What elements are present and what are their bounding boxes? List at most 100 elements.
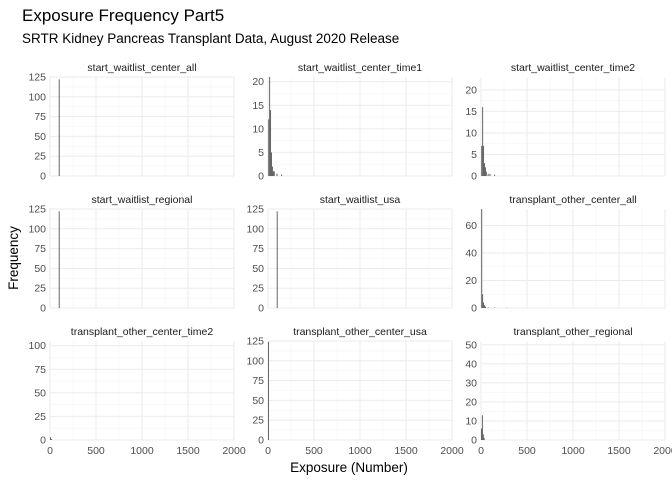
x-tick-label: 2000 bbox=[440, 445, 464, 457]
x-tick-label: 1500 bbox=[607, 445, 631, 457]
y-tick-label: 125 bbox=[28, 72, 46, 84]
facet-strip-label: start_waitlist_center_all bbox=[87, 62, 196, 74]
chart-title: Exposure Frequency Part5 bbox=[22, 6, 224, 25]
y-tick-label: 100 bbox=[28, 223, 46, 235]
y-tick-label: 15 bbox=[252, 100, 264, 112]
y-tick-label: 30 bbox=[465, 377, 477, 389]
histogram-bar bbox=[484, 306, 486, 308]
y-tick-label: 20 bbox=[465, 84, 477, 96]
y-tick-label: 75 bbox=[252, 243, 264, 255]
y-tick-label: 40 bbox=[465, 358, 477, 370]
y-tick-label: 0 bbox=[471, 171, 477, 183]
y-tick-label: 75 bbox=[34, 243, 46, 255]
y-axis-title: Frequency bbox=[6, 226, 21, 290]
histogram-bar bbox=[58, 79, 60, 176]
y-tick-label: 25 bbox=[34, 283, 46, 295]
x-tick-label: 0 bbox=[478, 445, 484, 457]
y-tick-label: 10 bbox=[252, 123, 264, 135]
histogram-bar bbox=[481, 415, 483, 440]
x-tick-label: 500 bbox=[518, 445, 536, 457]
y-tick-label: 5 bbox=[471, 149, 477, 161]
facet-panel: start_waitlist_regional 0 25 50 75 100 125 bbox=[28, 194, 235, 315]
histogram-bar bbox=[494, 174, 496, 176]
y-tick-label: 0 bbox=[258, 171, 264, 183]
histogram-bar bbox=[483, 302, 485, 308]
facet-strip-label: start_waitlist_usa bbox=[320, 194, 401, 206]
histogram-bar bbox=[485, 171, 487, 176]
facet-panel: transplant_other_center_usa 0 25 50 75 100 125… bbox=[246, 326, 463, 457]
facet-panel: start_waitlist_center_time1 0 5 10 15 20 bbox=[252, 62, 453, 183]
chart-subtitle: SRTR Kidney Pancreas Transplant Data, Au… bbox=[22, 31, 399, 46]
x-tick-label: 500 bbox=[87, 445, 105, 457]
y-tick-label: 50 bbox=[252, 395, 264, 407]
y-tick-label: 50 bbox=[34, 263, 46, 275]
y-tick-label: 0 bbox=[471, 435, 477, 447]
histogram-bar bbox=[481, 209, 483, 308]
histogram-bar bbox=[482, 107, 484, 176]
x-tick-label: 1000 bbox=[130, 445, 154, 457]
y-tick-label: 10 bbox=[465, 415, 477, 427]
facet-strip-label: start_waitlist_center_time1 bbox=[298, 62, 422, 74]
y-tick-label: 75 bbox=[252, 375, 264, 387]
histogram-bar bbox=[272, 171, 274, 176]
histogram-bar bbox=[484, 163, 485, 176]
y-tick-label: 15 bbox=[465, 106, 477, 118]
histogram-bar bbox=[276, 211, 278, 308]
histogram-bar bbox=[273, 171, 275, 176]
histogram-bar bbox=[484, 167, 486, 176]
x-tick-label: 0 bbox=[265, 445, 271, 457]
y-tick-label: 100 bbox=[246, 355, 264, 367]
x-tick-label: 1500 bbox=[176, 445, 200, 457]
x-axis-title: Exposure (Number) bbox=[290, 460, 408, 475]
facet-strip-label: transplant_other_center_all bbox=[509, 194, 636, 206]
histogram-bar bbox=[481, 428, 482, 440]
histogram-bar bbox=[50, 437, 51, 440]
y-tick-label: 0 bbox=[258, 435, 264, 447]
y-tick-label: 50 bbox=[34, 387, 46, 399]
histogram-bar bbox=[50, 439, 52, 440]
y-tick-label: 0 bbox=[258, 303, 264, 315]
histogram-bar bbox=[482, 434, 484, 440]
histogram-bar bbox=[268, 119, 270, 176]
y-tick-label: 60 bbox=[465, 220, 477, 232]
facet-panel: start_waitlist_center_time2 0 5 10 15 20 bbox=[465, 62, 666, 183]
y-tick-label: 75 bbox=[34, 364, 46, 376]
y-tick-label: 20 bbox=[465, 396, 477, 408]
y-tick-label: 20 bbox=[252, 76, 264, 88]
facet-strip-label: start_waitlist_center_time2 bbox=[511, 62, 635, 74]
histogram-bar bbox=[487, 173, 489, 176]
x-tick-label: 1000 bbox=[561, 445, 585, 457]
y-tick-label: 25 bbox=[34, 411, 46, 423]
y-tick-label: 125 bbox=[246, 204, 264, 216]
histogram-bar bbox=[483, 145, 485, 176]
facet-panel: start_waitlist_center_all 0 25 50 75 100 125 bbox=[28, 62, 235, 183]
facet-panel: transplant_other_center_time2 0 25 50 75 1000… bbox=[28, 326, 245, 457]
facet-panel: start_waitlist_usa 0 25 50 75 100 125 bbox=[246, 194, 453, 315]
facet-strip-label: start_waitlist_regional bbox=[92, 194, 193, 206]
y-tick-label: 25 bbox=[34, 151, 46, 163]
y-tick-label: 40 bbox=[465, 248, 477, 260]
facet-strip-label: transplant_other_center_time2 bbox=[71, 326, 214, 338]
y-tick-label: 100 bbox=[246, 223, 264, 235]
facet-panels: start_waitlist_center_all0255075100125st… bbox=[28, 62, 672, 457]
y-tick-label: 5 bbox=[258, 147, 264, 159]
y-tick-label: 10 bbox=[465, 127, 477, 139]
histogram-bar bbox=[489, 173, 491, 176]
y-tick-label: 20 bbox=[465, 275, 477, 287]
histogram-bar bbox=[487, 307, 489, 308]
histogram-bar bbox=[481, 145, 483, 176]
y-tick-label: 75 bbox=[34, 111, 46, 123]
x-tick-label: 0 bbox=[47, 445, 53, 457]
facet-strip-label: transplant_other_regional bbox=[513, 326, 632, 338]
y-tick-label: 125 bbox=[246, 336, 264, 348]
y-tick-label: 50 bbox=[465, 339, 477, 351]
histogram-bar bbox=[270, 110, 272, 176]
x-tick-label: 500 bbox=[305, 445, 323, 457]
x-tick-label: 2000 bbox=[222, 445, 246, 457]
y-tick-label: 50 bbox=[252, 263, 264, 275]
histogram-bar bbox=[281, 174, 283, 176]
y-tick-label: 25 bbox=[252, 415, 264, 427]
y-tick-label: 125 bbox=[28, 204, 46, 216]
histogram-bar bbox=[484, 305, 485, 308]
